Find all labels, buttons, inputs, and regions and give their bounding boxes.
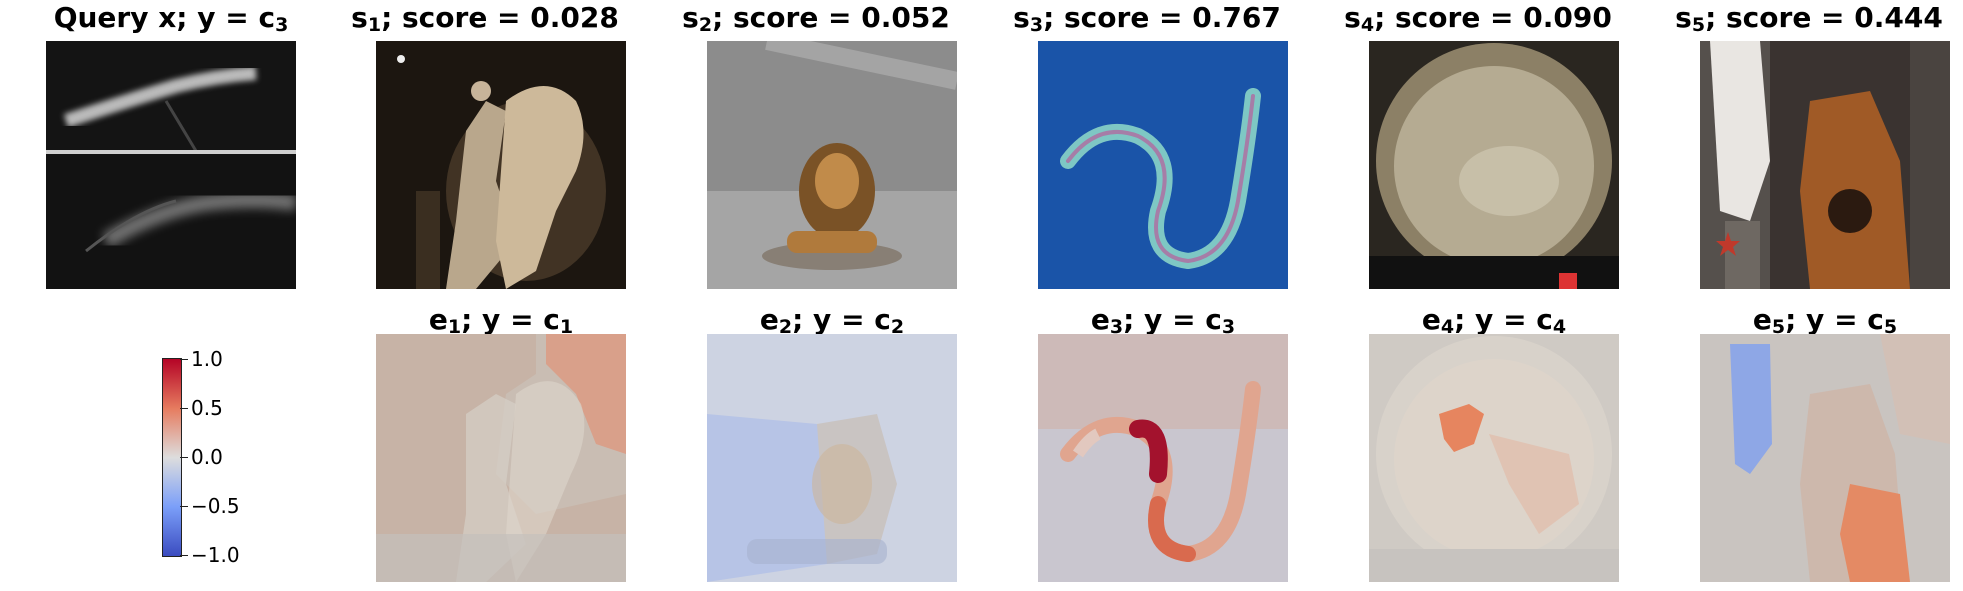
explanation-title-eq: = bbox=[510, 303, 534, 336]
explanation-title-mid: ; y bbox=[461, 303, 501, 336]
explanation-heatmap-5 bbox=[1700, 334, 1950, 582]
explanation-title-var: c bbox=[1536, 303, 1553, 336]
explanation-title-mid: ; y bbox=[1785, 303, 1825, 336]
sample-title-pre: s bbox=[1344, 1, 1361, 34]
worm-graphic bbox=[1038, 41, 1288, 289]
explanation-title-pre: e bbox=[759, 303, 779, 336]
query-image bbox=[46, 41, 296, 289]
colorbar-tick bbox=[180, 359, 188, 360]
colorbar-tick-label: 0.0 bbox=[191, 445, 223, 469]
explanation-title-5: e5; y = c5 bbox=[1700, 302, 1950, 338]
sample-title-sub: 2 bbox=[698, 14, 713, 36]
sample-title-pre: s bbox=[1013, 1, 1030, 34]
sample-title-sub: 4 bbox=[1360, 14, 1375, 36]
explanation-title-pre: e bbox=[1090, 303, 1110, 336]
explanation-title-eq: = bbox=[1172, 303, 1196, 336]
explanation-title-var: c bbox=[543, 303, 560, 336]
explanation-title-varsub: 3 bbox=[1221, 316, 1236, 338]
heatmap-5-graphic bbox=[1700, 334, 1950, 582]
sample-image-guitars bbox=[1700, 41, 1950, 289]
query-title: Query x; y = c3 bbox=[46, 0, 296, 36]
sample-title-sub: 5 bbox=[1691, 14, 1706, 36]
explanation-title-var: c bbox=[1867, 303, 1884, 336]
explanation-title-varsub: 2 bbox=[890, 316, 905, 338]
query-title-var: c bbox=[258, 1, 276, 34]
explanation-title-varsub: 4 bbox=[1552, 316, 1567, 338]
sample-title-pre: s bbox=[1675, 1, 1692, 34]
colorbar-tick-label: 0.5 bbox=[191, 396, 223, 420]
explanation-title-eq: = bbox=[841, 303, 865, 336]
explanation-title-sub: 4 bbox=[1440, 316, 1455, 338]
statue-graphic bbox=[376, 41, 626, 289]
explanation-heatmap-2 bbox=[707, 334, 957, 582]
explanation-title-1: e1; y = c1 bbox=[376, 302, 626, 338]
explanation-title-eq: = bbox=[1503, 303, 1527, 336]
sample-title-sub: 3 bbox=[1029, 14, 1044, 36]
colorbar-tick bbox=[180, 457, 188, 458]
query-title-sub: 3 bbox=[275, 14, 289, 36]
explanation-title-sub: 3 bbox=[1109, 316, 1124, 338]
sample-title-score: ; score = 0.444 bbox=[1705, 1, 1943, 34]
query-title-main: Query x; y bbox=[53, 1, 216, 34]
colorbar-tick-label: −1.0 bbox=[191, 543, 240, 567]
heatmap-1-graphic bbox=[376, 334, 626, 582]
query-title-eq: = bbox=[225, 1, 249, 34]
explanation-title-sub: 2 bbox=[778, 316, 793, 338]
explanation-title-varsub: 5 bbox=[1883, 316, 1898, 338]
sample-title-3: s3; score = 0.767 bbox=[982, 0, 1312, 36]
sample-title-score: ; score = 0.052 bbox=[712, 1, 950, 34]
explanation-title-mid: ; y bbox=[1123, 303, 1163, 336]
heatmap-2-graphic bbox=[707, 334, 957, 582]
sample-title-score: ; score = 0.767 bbox=[1043, 1, 1281, 34]
explanation-heatmap-3 bbox=[1038, 334, 1288, 582]
sample-title-2: s2; score = 0.052 bbox=[651, 0, 981, 36]
explanation-title-sub: 5 bbox=[1771, 316, 1786, 338]
heatmap-4-graphic bbox=[1369, 334, 1619, 582]
colorbar-tick-label: 1.0 bbox=[191, 347, 223, 371]
explanation-title-eq: = bbox=[1834, 303, 1858, 336]
colorbar-tick bbox=[180, 506, 188, 507]
explanation-title-sub: 1 bbox=[447, 316, 462, 338]
colorbar-tick bbox=[180, 408, 188, 409]
pot-graphic bbox=[1369, 41, 1619, 289]
colorbar-tick bbox=[180, 555, 188, 556]
sample-title-pre: s bbox=[351, 1, 368, 34]
sample-image-worm bbox=[1038, 41, 1288, 289]
guitars-graphic bbox=[1700, 41, 1950, 289]
colorbar-tick-label: −0.5 bbox=[191, 494, 240, 518]
sample-title-score: ; score = 0.028 bbox=[381, 1, 619, 34]
sample-title-sub: 1 bbox=[367, 14, 382, 36]
sample-title-4: s4; score = 0.090 bbox=[1313, 0, 1643, 36]
sample-title-5: s5; score = 0.444 bbox=[1644, 0, 1963, 36]
explanation-heatmap-1 bbox=[376, 334, 626, 582]
explanation-title-3: e3; y = c3 bbox=[1038, 302, 1288, 338]
explanation-title-4: e4; y = c4 bbox=[1369, 302, 1619, 338]
sample-image-pot bbox=[1369, 41, 1619, 289]
heatmap-3-graphic bbox=[1038, 334, 1288, 582]
explanation-title-pre: e bbox=[428, 303, 448, 336]
explanation-title-mid: ; y bbox=[1454, 303, 1494, 336]
explanation-title-varsub: 1 bbox=[559, 316, 574, 338]
sample-image-statue bbox=[376, 41, 626, 289]
explanation-heatmap-4 bbox=[1369, 334, 1619, 582]
sample-title-score: ; score = 0.090 bbox=[1374, 1, 1612, 34]
explanation-title-var: c bbox=[874, 303, 891, 336]
explanation-title-var: c bbox=[1205, 303, 1222, 336]
explanation-title-mid: ; y bbox=[792, 303, 832, 336]
sample-image-lion bbox=[707, 41, 957, 289]
colorbar bbox=[162, 358, 182, 557]
sample-title-pre: s bbox=[682, 1, 699, 34]
explanation-title-pre: e bbox=[1752, 303, 1772, 336]
query-image-graphic bbox=[46, 41, 296, 289]
explanation-title-2: e2; y = c2 bbox=[707, 302, 957, 338]
sample-title-1: s1; score = 0.028 bbox=[320, 0, 650, 36]
explanation-title-pre: e bbox=[1421, 303, 1441, 336]
lion-graphic bbox=[707, 41, 957, 289]
